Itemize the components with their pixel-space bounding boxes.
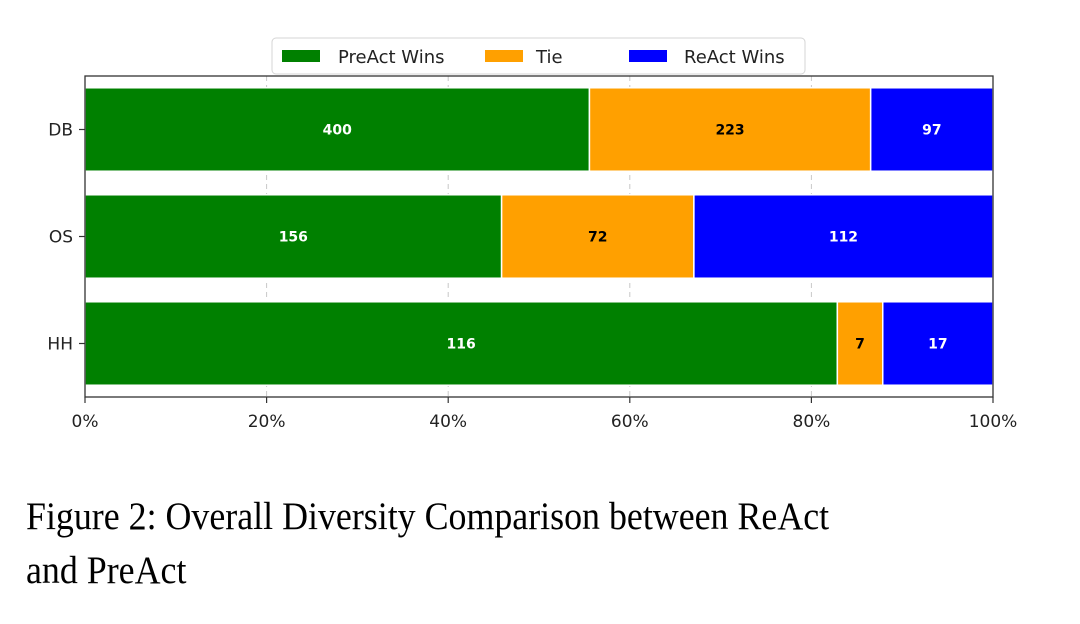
x-tick-label: 20% (248, 412, 286, 432)
bar-value-label: 97 (922, 123, 941, 139)
legend-box (271, 37, 806, 75)
bar-segment (881, 301, 994, 386)
y-tick-label: HH (47, 335, 73, 355)
caption-line-2: and PreAct (26, 549, 187, 592)
bar-segment (84, 301, 839, 386)
y-tick-label: OS (49, 228, 73, 248)
axes-frame (84, 75, 994, 398)
bar-segment (693, 194, 994, 279)
legend-swatch (485, 50, 523, 62)
legend-swatch (282, 50, 320, 62)
x-tick-label: 0% (72, 412, 99, 432)
bar-value-label: 400 (323, 123, 352, 139)
legend-label: Tie (535, 47, 563, 68)
bar-value-label: 116 (447, 337, 476, 353)
x-tick-label: 100% (969, 412, 1018, 432)
legend-label: PreAct Wins (338, 47, 444, 68)
y-tick-label: DB (48, 121, 73, 141)
x-tick-label: 60% (611, 412, 649, 432)
figure-caption: Figure 2: Overall Diversity Comparison b… (26, 490, 983, 598)
bar-value-label: 17 (928, 337, 947, 353)
x-tick-label: 80% (793, 412, 831, 432)
legend-swatch (629, 50, 667, 62)
bar-segment (84, 87, 591, 172)
legend-label: ReAct Wins (684, 47, 785, 68)
bar-value-label: 223 (715, 123, 744, 139)
bar-value-label: 112 (829, 230, 858, 246)
caption-line-1: Figure 2: Overall Diversity Comparison b… (26, 495, 830, 538)
bar-value-label: 7 (855, 337, 865, 353)
bar-value-label: 72 (588, 230, 607, 246)
bar-value-label: 156 (279, 230, 308, 246)
x-tick-label: 40% (429, 412, 467, 432)
bar-segment (836, 301, 884, 386)
bar-segment (869, 87, 994, 172)
bar-segment (588, 87, 872, 172)
stacked-bar-chart: 400 223 97 DB 156 72 112 OS 116 7 17 HH 0% 20% 40% 60% 8… (47, 37, 1018, 432)
